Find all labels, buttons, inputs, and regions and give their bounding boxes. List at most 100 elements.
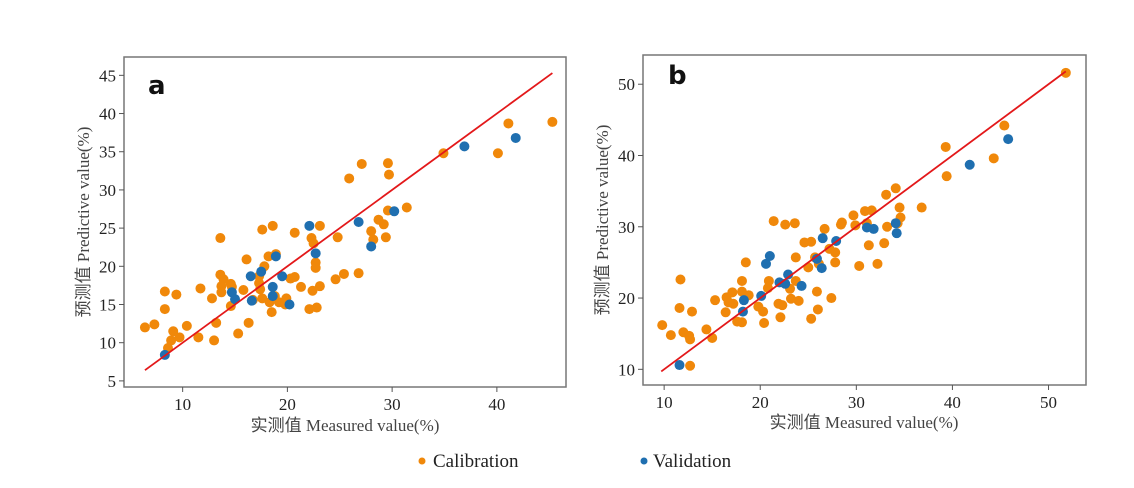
validation-point xyxy=(811,253,822,264)
validation-point xyxy=(389,206,400,217)
calibration-point xyxy=(314,281,325,292)
calibration-point xyxy=(988,153,999,164)
calibration-point xyxy=(854,260,865,271)
y-tick-label: 30 xyxy=(618,218,635,237)
calibration-point xyxy=(720,307,731,318)
calibration-point xyxy=(181,320,192,331)
y-tick-label: 25 xyxy=(99,219,116,238)
calibration-point xyxy=(492,148,503,159)
panel-a: 10 20 30 40 5 10 15 20 25 30 35 40 45 a 实测值 Measure… xyxy=(74,56,567,435)
validation-point xyxy=(459,141,470,152)
calibration-point xyxy=(344,173,355,184)
y-tick-label: 40 xyxy=(618,146,635,165)
calibration-point xyxy=(850,220,861,231)
calibration-point xyxy=(941,171,952,182)
x-tick-label: 10 xyxy=(174,395,191,414)
calibration-point xyxy=(332,232,343,243)
calibration-point xyxy=(685,334,696,345)
validation-point xyxy=(1003,134,1014,145)
calibration-point xyxy=(215,233,226,244)
calibration-point xyxy=(243,317,254,328)
panel-a-label: a xyxy=(148,71,166,101)
calibration-point xyxy=(916,202,927,213)
calibration-point xyxy=(206,293,217,304)
y-tick-label: 5 xyxy=(108,372,117,391)
validation-point xyxy=(816,263,827,274)
calibration-point xyxy=(401,202,412,213)
panel-b-y-ticks: 10 20 30 40 50 xyxy=(618,75,643,379)
panel-a-y-ticks: 5 10 15 20 25 30 35 40 45 xyxy=(99,66,124,391)
panel-a-fit-line xyxy=(144,72,553,371)
calibration-point xyxy=(812,304,823,315)
panel-a-points xyxy=(139,116,558,360)
calibration-point xyxy=(728,298,739,309)
panel-a-frame xyxy=(123,56,567,388)
calibration-point xyxy=(806,236,817,247)
legend-calibration-label: Calibration xyxy=(433,451,519,472)
calibration-point xyxy=(819,223,830,234)
calibration-point xyxy=(665,330,676,341)
panel-b: 10 20 30 40 50 10 20 30 40 50 b 实测值 Measured val… xyxy=(593,54,1087,432)
calibration-point xyxy=(366,226,377,237)
panel-b-xlabel: 实测值 Measured value(%) xyxy=(770,413,959,432)
validation-point xyxy=(674,360,685,371)
calibration-point xyxy=(836,217,847,228)
validation-point xyxy=(270,251,281,262)
panel-b-fit-line xyxy=(660,70,1067,373)
validation-point xyxy=(353,217,364,227)
calibration-point xyxy=(806,313,817,324)
calibration-point xyxy=(216,287,227,298)
validation-point xyxy=(817,233,828,244)
calibration-point xyxy=(740,257,751,268)
calibration-point xyxy=(657,320,668,331)
calibration-point xyxy=(149,319,160,330)
validation-point xyxy=(366,241,377,252)
x-tick-label: 40 xyxy=(488,395,505,414)
calibration-point xyxy=(380,232,391,243)
calibration-point xyxy=(701,324,712,335)
calibration-point xyxy=(356,158,367,169)
y-tick-label: 30 xyxy=(99,181,116,200)
x-tick-label: 20 xyxy=(752,393,769,412)
calibration-point xyxy=(826,293,837,304)
validation-point xyxy=(510,132,521,143)
validation-point xyxy=(245,271,256,282)
x-tick-label: 20 xyxy=(279,395,296,414)
legend: Calibration Validation xyxy=(418,451,732,472)
calibration-point xyxy=(382,158,393,169)
calibration-point xyxy=(894,202,905,213)
validation-point xyxy=(783,269,794,280)
calibration-point xyxy=(193,332,204,343)
y-tick-label: 45 xyxy=(99,66,116,85)
panel-a-xlabel: 实测值 Measured value(%) xyxy=(251,416,440,435)
validation-point xyxy=(277,271,288,282)
x-tick-label: 30 xyxy=(384,395,401,414)
panel-b-ylabel: 预测值 Predictive value(%) xyxy=(593,125,612,316)
panel-a-x-ticks: 10 20 30 40 xyxy=(174,387,505,414)
calibration-point xyxy=(780,219,791,230)
calibration-point xyxy=(255,284,266,295)
y-tick-label: 10 xyxy=(618,360,635,379)
calibration-point xyxy=(311,302,322,313)
calibration-point xyxy=(872,258,883,269)
calibration-point xyxy=(168,326,179,337)
calibration-point xyxy=(307,285,318,296)
validation-point xyxy=(267,281,278,292)
calibration-point xyxy=(166,335,177,346)
calibration-point xyxy=(289,272,300,282)
calibration-point xyxy=(139,322,150,333)
calibration-point xyxy=(241,254,252,265)
calibration-point xyxy=(785,293,796,304)
calibration-point xyxy=(674,303,685,314)
y-tick-label: 20 xyxy=(618,289,635,308)
calibration-point xyxy=(999,120,1010,131)
legend-validation-label: Validation xyxy=(653,451,732,472)
calibration-point xyxy=(233,328,244,339)
validation-point xyxy=(868,223,879,234)
calibration-point xyxy=(159,286,170,297)
calibration-point xyxy=(775,312,786,323)
calibration-point xyxy=(890,183,901,194)
validation-point xyxy=(738,295,749,306)
calibration-point xyxy=(768,216,779,227)
validation-point xyxy=(267,291,278,302)
